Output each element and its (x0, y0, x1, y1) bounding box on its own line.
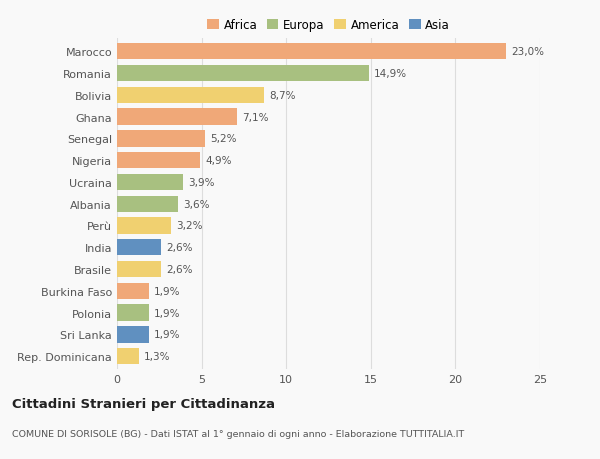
Bar (117, 109, 237, 125)
Text: 23,0%: 23,0% (511, 47, 544, 57)
Text: 1,9%: 1,9% (154, 286, 181, 296)
Text: 2,6%: 2,6% (166, 243, 193, 253)
Text: COMUNE DI SORISOLE (BG) - Dati ISTAT al 1° gennaio di ogni anno - Elaborazione T: COMUNE DI SORISOLE (BG) - Dati ISTAT al … (12, 429, 464, 438)
Bar (117, 283, 149, 299)
Bar (117, 174, 183, 190)
Text: 1,9%: 1,9% (154, 308, 181, 318)
Bar (117, 131, 205, 147)
Bar (117, 66, 369, 82)
Text: 7,1%: 7,1% (242, 112, 269, 122)
Bar (117, 348, 139, 364)
Bar (117, 240, 161, 256)
Text: 4,9%: 4,9% (205, 156, 232, 166)
Text: 14,9%: 14,9% (374, 69, 407, 79)
Bar (117, 218, 171, 234)
Text: 3,9%: 3,9% (188, 178, 215, 188)
Text: 3,2%: 3,2% (176, 221, 203, 231)
Bar (117, 326, 149, 343)
Text: 2,6%: 2,6% (166, 264, 193, 274)
Bar (117, 87, 264, 104)
Bar (117, 261, 161, 278)
Text: 5,2%: 5,2% (210, 134, 236, 144)
Bar (117, 152, 200, 169)
Bar (117, 44, 506, 60)
Bar (117, 305, 149, 321)
Text: 3,6%: 3,6% (183, 199, 209, 209)
Text: 1,3%: 1,3% (144, 352, 170, 361)
Text: 1,9%: 1,9% (154, 330, 181, 340)
Legend: Africa, Europa, America, Asia: Africa, Europa, America, Asia (205, 17, 452, 34)
Bar (117, 196, 178, 213)
Text: Cittadini Stranieri per Cittadinanza: Cittadini Stranieri per Cittadinanza (12, 397, 275, 410)
Text: 8,7%: 8,7% (269, 90, 296, 101)
